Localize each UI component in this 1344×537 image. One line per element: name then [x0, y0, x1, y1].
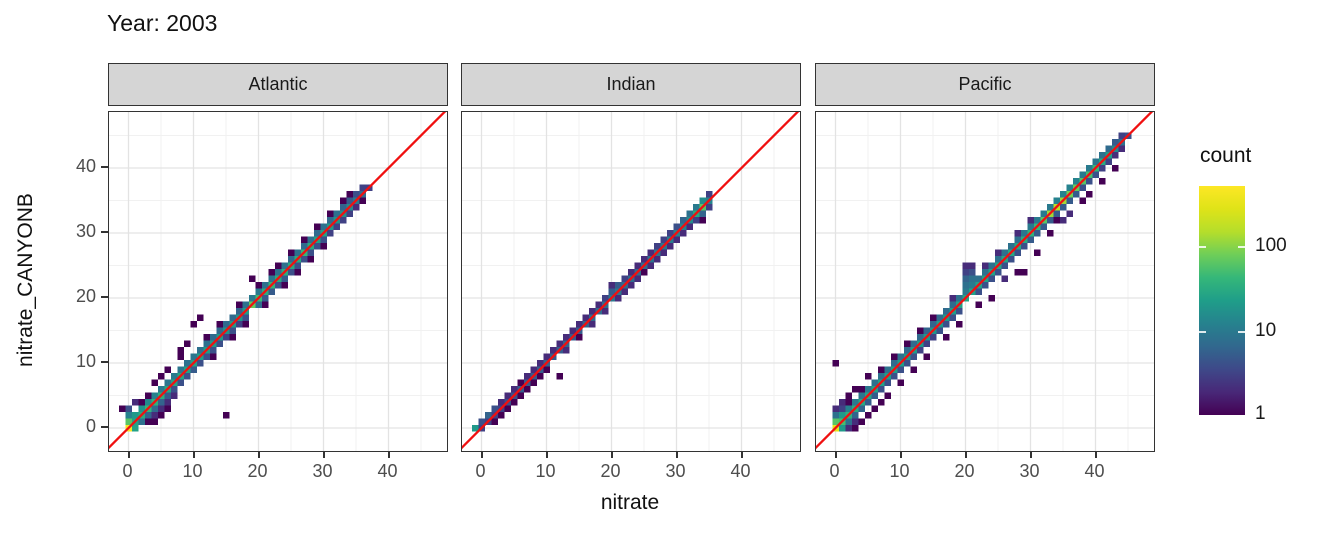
- y-tick-label: 30: [75, 221, 96, 241]
- x-tick-mark: [964, 452, 967, 458]
- x-tick-mark: [675, 452, 678, 458]
- y-tick-mark: [101, 296, 108, 298]
- x-tick-mark: [1094, 452, 1097, 458]
- x-tick-mark: [1029, 452, 1032, 458]
- x-tick-mark: [192, 452, 195, 458]
- x-tick-label: 0: [829, 461, 840, 481]
- x-axis-title: nitrate: [600, 491, 660, 514]
- x-tick-mark: [545, 452, 548, 458]
- x-tick-label: 30: [1019, 461, 1040, 481]
- x-tick-label: 20: [954, 461, 975, 481]
- x-tick-mark: [322, 452, 325, 458]
- x-tick-mark: [480, 452, 483, 458]
- y-tick-label: 10: [75, 351, 96, 371]
- legend-tick-mark: [1238, 246, 1245, 248]
- y-tick-mark: [101, 426, 108, 428]
- y-tick-mark: [101, 166, 108, 168]
- plot-title: Year: 2003: [107, 10, 218, 36]
- legend-tick-mark: [1238, 330, 1245, 333]
- legend-tick-label: 100: [1255, 235, 1287, 256]
- panel-canvas: [109, 112, 447, 451]
- x-tick-label: 10: [535, 461, 556, 481]
- legend-tick-label: 10: [1255, 319, 1277, 341]
- x-tick-label: 30: [312, 461, 333, 481]
- panel-pacific: [815, 111, 1155, 452]
- legend-tick-label: 1: [1255, 402, 1266, 424]
- x-tick-mark: [899, 452, 902, 458]
- x-tick-label: 30: [665, 461, 686, 481]
- x-tick-mark: [257, 452, 260, 458]
- facet-strip-label: Atlantic: [248, 74, 308, 94]
- y-tick-label: 20: [75, 286, 96, 306]
- facet-strip-pacific: Pacific: [815, 63, 1155, 106]
- x-tick-label: 20: [600, 461, 621, 481]
- x-tick-label: 40: [377, 461, 398, 481]
- x-tick-label: 20: [247, 461, 268, 481]
- x-tick-mark: [387, 452, 390, 458]
- x-tick-label: 10: [182, 461, 203, 481]
- panel-canvas: [816, 112, 1154, 451]
- y-tick-mark: [101, 361, 108, 363]
- x-tick-label: 40: [1084, 461, 1105, 481]
- panel-canvas: [462, 112, 800, 451]
- legend-title: count: [1200, 144, 1252, 167]
- facet-strip-label: Pacific: [958, 74, 1012, 94]
- y-tick-mark: [101, 231, 108, 233]
- y-tick-label: 0: [85, 416, 96, 436]
- x-tick-label: 0: [122, 461, 133, 481]
- legend-tick-mark: [1199, 246, 1206, 248]
- legend-colorbar: [1199, 186, 1245, 415]
- x-tick-mark: [834, 452, 837, 458]
- x-tick-mark: [740, 452, 743, 458]
- x-tick-label: 0: [475, 461, 486, 481]
- panel-atlantic: [108, 111, 448, 452]
- legend-tick-mark: [1199, 330, 1206, 333]
- y-tick-label: 40: [75, 156, 96, 176]
- x-tick-mark: [610, 452, 613, 458]
- x-tick-label: 10: [889, 461, 910, 481]
- facet-strip-indian: Indian: [461, 63, 801, 106]
- facet-strip-label: Indian: [606, 74, 656, 94]
- y-axis-title: nitrate_CANYONB: [14, 193, 37, 367]
- x-tick-label: 40: [730, 461, 751, 481]
- panel-indian: [461, 111, 801, 452]
- x-tick-mark: [127, 452, 130, 458]
- facet-strip-atlantic: Atlantic: [108, 63, 448, 106]
